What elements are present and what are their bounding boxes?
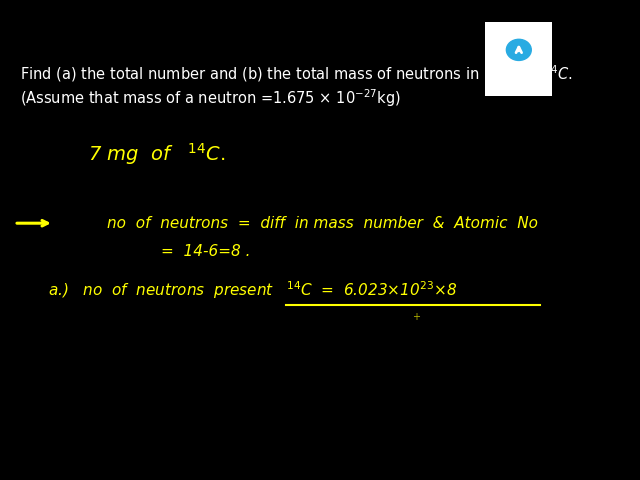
Text: 7 mg  of   $^{14}C.$: 7 mg of $^{14}C.$ [88,141,225,167]
Text: toppr: toppr [500,76,537,89]
Circle shape [506,39,531,60]
FancyBboxPatch shape [486,22,552,96]
Text: no  of  neutrons  =  diff  in mass  number  &  Atomic  No: no of neutrons = diff in mass number & A… [108,216,538,231]
Text: =  14-6=8 .: = 14-6=8 . [161,244,251,260]
Text: a.)   no  of  neutrons  present   $^{14}C$  =  6.023$\times$10$^{23}$$\times$8: a.) no of neutrons present $^{14}C$ = 6.… [48,279,457,301]
Text: +: + [412,312,420,322]
Text: (Assume that mass of a neutron =1.675 $\times$ 10$^{-27}$kg): (Assume that mass of a neutron =1.675 $\… [20,87,401,109]
Text: Find (a) the total number and (b) the total mass of neutrons in 7 mg of $^{14}C$: Find (a) the total number and (b) the to… [20,63,573,85]
